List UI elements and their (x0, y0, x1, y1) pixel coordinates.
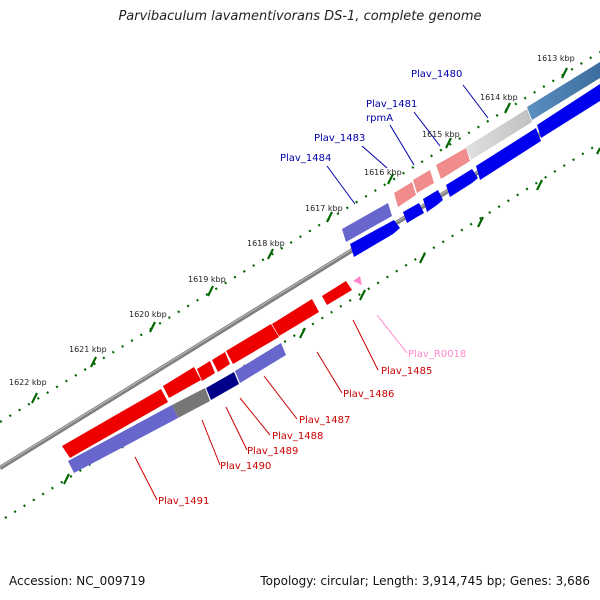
tick-mark (536, 179, 543, 191)
label-leaders (134, 84, 489, 501)
tick-mark (419, 252, 426, 264)
gene-label: Plav_1481 (366, 99, 417, 110)
tick-mark (267, 248, 274, 260)
gene-arrow (423, 190, 443, 212)
tick-mark (326, 211, 333, 223)
tick-mark (359, 289, 366, 301)
gene-label: rpmA (366, 113, 393, 124)
tick-mark (561, 67, 568, 79)
gene-plav-1491-feature (68, 405, 178, 473)
gene-arrow (322, 281, 352, 305)
gene-label: Plav_1490 (220, 461, 271, 472)
gene-arrow (212, 352, 230, 372)
gene-label: Plav_1480 (411, 69, 462, 80)
tick-label: 1613 kbp (537, 54, 575, 63)
gene-rpma-feature (436, 148, 470, 179)
gene-plav-1488-feature (206, 372, 239, 400)
gene-label: Plav_R0018 (408, 349, 466, 360)
tick-label: 1622 kbp (9, 378, 47, 387)
gene-arrow (62, 389, 168, 458)
gene-label: Plav_1489 (247, 446, 298, 457)
tick-mark (477, 216, 484, 228)
map-title: Parvibaculum lavamentivorans DS-1, compl… (118, 9, 482, 24)
gene-label: Plav_1488 (272, 431, 323, 442)
gene-arrow (163, 367, 201, 398)
gene-plav-1484-arc (394, 182, 416, 207)
rna-plav-r0018-feature (353, 276, 362, 285)
gene-plav-1481-feature (466, 109, 532, 160)
gene-arrow (272, 299, 319, 336)
accession-label: Accession: NC_009719 (9, 574, 146, 588)
tick-mark (31, 392, 38, 404)
tick-label: 1620 kbp (129, 310, 167, 319)
gene-label: Plav_1485 (381, 366, 432, 377)
gene-plav-1487-feature (235, 343, 286, 383)
gene-plav-1480-feature (527, 62, 600, 120)
outer-tick-ring (0, 51, 600, 423)
tick-label: 1617 kbp (305, 204, 343, 213)
tick-label: 1616 kbp (364, 168, 402, 177)
gene-label: Plav_1491 (158, 496, 209, 507)
tick-mark (149, 321, 156, 333)
gene-arrow (350, 220, 400, 257)
gene-arrow (226, 324, 279, 364)
gene-plav-1490-feature (172, 388, 210, 418)
gene-label: Plav_1483 (314, 133, 365, 144)
reverse-strand-features (68, 343, 286, 473)
tick-label: 1619 kbp (188, 275, 226, 284)
gene-plav-1484-feature (342, 203, 392, 242)
tick-label: 1618 kbp (247, 239, 285, 248)
tick-mark (387, 173, 394, 185)
gene-labels: Plav_1480 Plav_1481 rpmA Plav_1483 Plav_… (158, 69, 466, 507)
gene-arrow (537, 84, 600, 138)
gene-arrow (446, 169, 478, 197)
reverse-strand-genes (62, 281, 352, 458)
forward-strand-genes (342, 62, 600, 242)
tick-label: 1614 kbp (480, 93, 518, 102)
gene-label: Plav_1487 (299, 415, 350, 426)
major-ticks (31, 67, 568, 404)
gene-arrow (403, 203, 424, 223)
gene-arrow (476, 128, 541, 180)
tick-mark (504, 102, 511, 114)
forward-strand-arrows (350, 84, 600, 257)
gene-label: Plav_1486 (343, 389, 394, 400)
tick-mark (299, 327, 306, 339)
tick-mark (90, 356, 97, 368)
tick-mark (63, 473, 70, 485)
tick-label: 1621 kbp (69, 345, 107, 354)
tick-label: 1615 kbp (422, 130, 460, 139)
tick-labels: 1613 kbp 1614 kbp 1615 kbp 1616 kbp 1617… (9, 54, 575, 387)
gene-arrow (197, 361, 215, 381)
genome-stats-label: Topology: circular; Length: 3,914,745 bp… (260, 574, 590, 588)
tick-mark (445, 137, 452, 149)
gene-label: Plav_1484 (280, 153, 331, 164)
tick-mark (207, 285, 214, 297)
gene-plav-1483-feature (413, 170, 434, 193)
